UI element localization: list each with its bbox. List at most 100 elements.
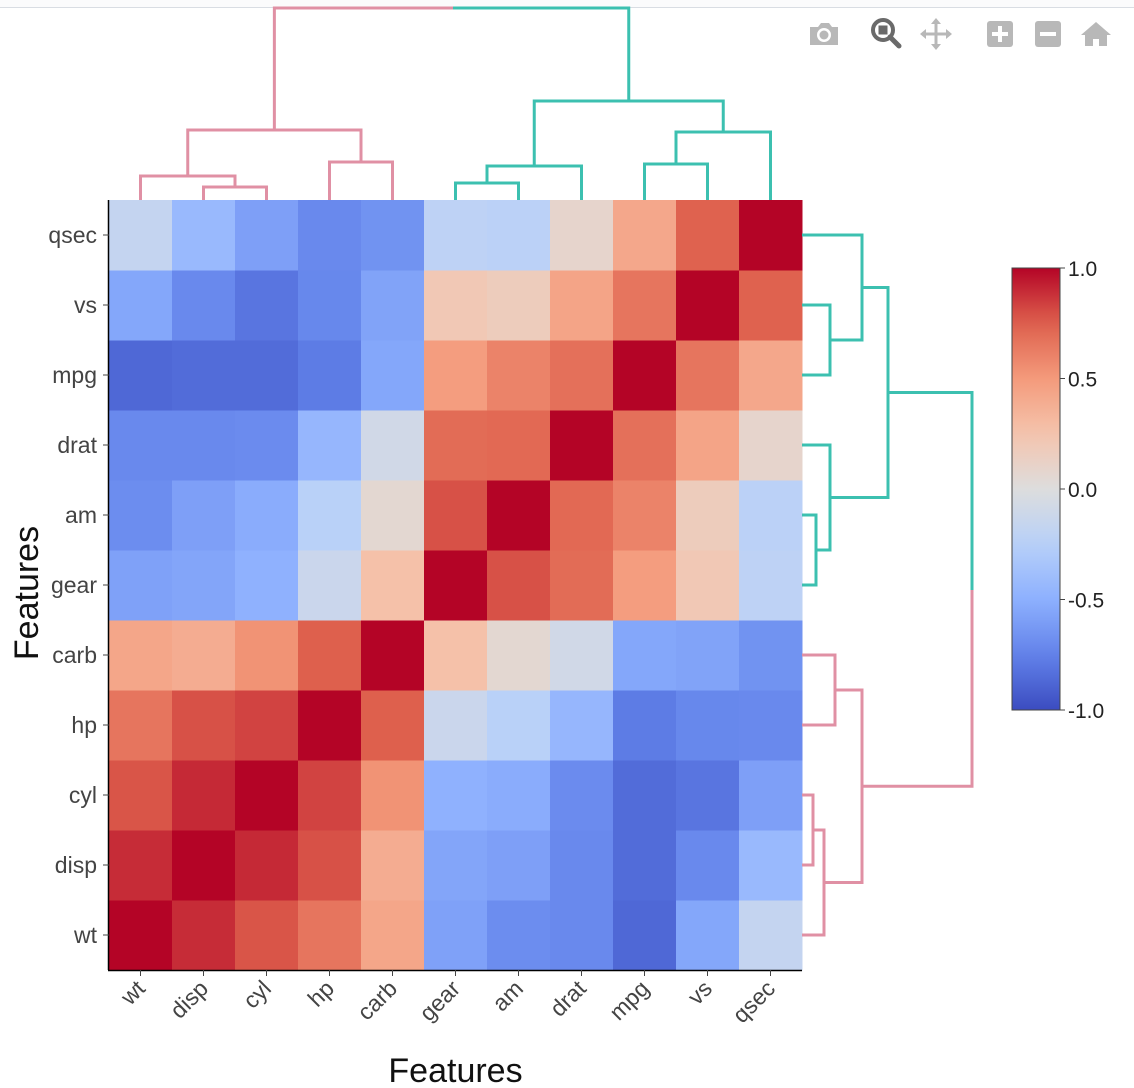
heatmap-cell — [550, 270, 614, 341]
x-tick-label: mpg — [604, 975, 654, 1025]
heatmap-cell — [235, 200, 299, 271]
heatmap-cell — [235, 270, 299, 341]
dendrogram-link — [186, 128, 363, 176]
heatmap-cell — [739, 550, 803, 621]
heatmap-cell — [739, 410, 803, 481]
dendrogram-link — [453, 6, 631, 101]
dendrogram-link — [802, 793, 815, 867]
y-tick-label: drat — [57, 432, 97, 458]
heatmap-cell — [361, 270, 425, 341]
heatmap-cell — [424, 760, 488, 831]
heatmap-cell — [487, 480, 551, 551]
heatmap-cell — [613, 690, 677, 761]
heatmap-cell — [172, 270, 236, 341]
heatmap-cell — [235, 410, 299, 481]
heatmap-cell — [424, 900, 488, 971]
heatmap-cell — [613, 200, 677, 271]
heatmap-cell — [172, 410, 236, 481]
heatmap-cell — [613, 550, 677, 621]
heatmap-cell — [172, 690, 236, 761]
heatmap-cell — [235, 550, 299, 621]
heatmap-cell — [361, 760, 425, 831]
y-tick-label: qsec — [48, 222, 97, 248]
heatmap-cell — [487, 830, 551, 901]
y-tick-label: gear — [51, 572, 97, 598]
x-tick-label: qsec — [727, 975, 780, 1028]
heatmap-cell — [235, 900, 299, 971]
y-tick-label: carb — [52, 642, 97, 668]
x-tick-label: cyl — [238, 975, 276, 1013]
heatmap-cell — [550, 200, 614, 271]
dendrogram-link — [830, 286, 890, 499]
colorbar — [1011, 267, 1061, 711]
heatmap-cell — [676, 200, 740, 271]
colorbar-tick-label: -0.5 — [1068, 590, 1104, 613]
heatmap-cell — [172, 900, 236, 971]
camera-button[interactable] — [804, 14, 844, 54]
pan-button[interactable] — [916, 14, 956, 54]
heatmap-cell — [550, 620, 614, 691]
heatmap-cell — [739, 830, 803, 901]
y-tick-label: disp — [55, 852, 97, 878]
heatmap-cell — [550, 830, 614, 901]
heatmap-cell — [676, 690, 740, 761]
heatmap-cell — [487, 620, 551, 691]
heatmap-cell — [235, 480, 299, 551]
colorbar-tick-label: -1.0 — [1068, 700, 1104, 723]
heatmap-cell — [235, 340, 299, 411]
dendrogram-link — [643, 162, 709, 200]
heatmap-cell — [361, 410, 425, 481]
heatmap-cell — [739, 340, 803, 411]
x-tick-label: wt — [115, 975, 151, 1011]
dendrogram-link — [802, 233, 864, 342]
heatmap-cell — [298, 550, 362, 621]
heatmap-cell — [172, 620, 236, 691]
dendrogram-link — [674, 130, 772, 200]
heatmap-cell — [550, 760, 614, 831]
x-tick-label: drat — [545, 975, 592, 1022]
heatmap-cell — [361, 480, 425, 551]
heatmap-cell — [613, 830, 677, 901]
heatmap-cell — [298, 760, 362, 831]
zoom-in-button[interactable] — [980, 14, 1020, 54]
heatmap-cell — [550, 900, 614, 971]
zoom-button[interactable] — [866, 14, 906, 54]
heatmap-cell — [172, 830, 236, 901]
heatmap-cell — [613, 270, 677, 341]
x-tick-label: am — [487, 975, 528, 1016]
heatmap-cell — [739, 200, 803, 271]
heatmap-cell — [487, 200, 551, 271]
zoom-out-icon — [1035, 21, 1061, 47]
reset-axes-icon — [1081, 22, 1111, 46]
y-tick-label: am — [65, 502, 97, 528]
zoom-out-button[interactable] — [1028, 14, 1068, 54]
heatmap-cell — [109, 900, 173, 971]
heatmap-cell — [487, 760, 551, 831]
heatmap-cell — [613, 480, 677, 551]
colorbar-tick-label: 0.0 — [1068, 479, 1097, 502]
x-tick-label: carb — [352, 975, 402, 1025]
heatmap-cell — [550, 340, 614, 411]
heatmap-cell — [235, 830, 299, 901]
right-dendrogram — [802, 233, 974, 937]
y-tick-label: wt — [73, 922, 98, 948]
heatmap-cell — [613, 340, 677, 411]
camera-icon — [810, 23, 838, 45]
dendrogram-link — [824, 688, 864, 884]
heatmap-cell — [235, 620, 299, 691]
heatmap-cell — [550, 410, 614, 481]
heatmap-cell — [424, 410, 488, 481]
heatmap-cell — [172, 200, 236, 271]
heatmap-cells — [109, 200, 803, 971]
x-tick-label: vs — [682, 975, 717, 1010]
dendrogram-link — [272, 6, 453, 130]
heatmap-cell — [676, 340, 740, 411]
heatmap-cell — [361, 690, 425, 761]
heatmap-cell — [739, 620, 803, 691]
heatmap-cell — [550, 480, 614, 551]
heatmap-cell — [676, 760, 740, 831]
reset-axes-button[interactable] — [1076, 14, 1116, 54]
heatmap-cell — [361, 620, 425, 691]
heatmap-cell — [739, 900, 803, 971]
